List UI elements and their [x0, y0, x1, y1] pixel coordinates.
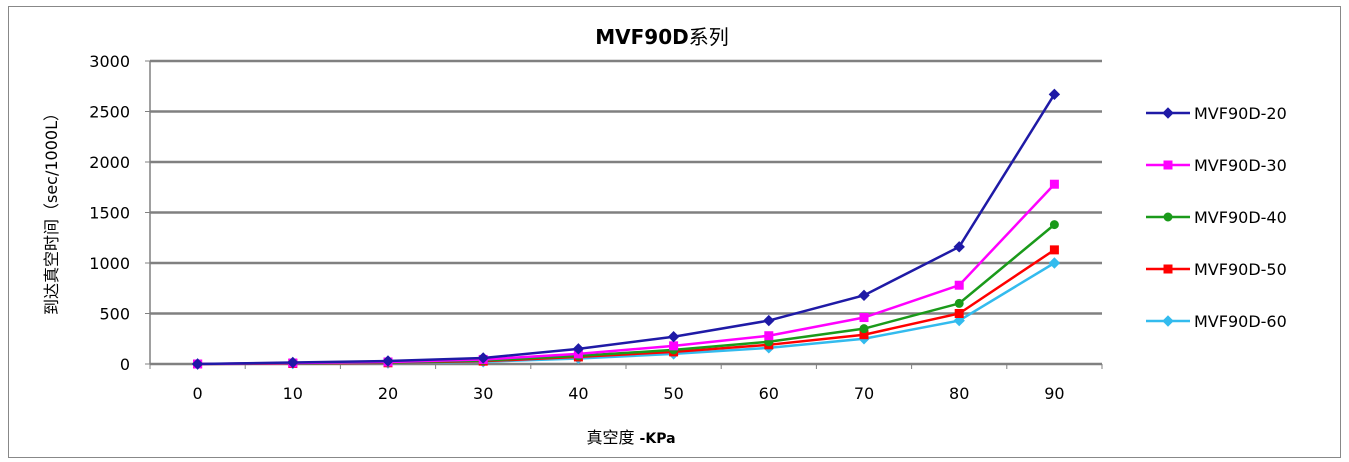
y-tick-labels: 0 500 1000 1500 2000 2500 3000 — [89, 52, 130, 374]
x-tick-label: 90 — [1044, 384, 1064, 403]
legend-label: MVF90D-20 — [1194, 104, 1287, 123]
chart-frame — [8, 6, 1341, 458]
data-point — [1048, 88, 1061, 101]
data-point — [859, 324, 869, 334]
data-point — [1049, 220, 1059, 230]
y-tick-label: 1000 — [89, 254, 130, 273]
data-point — [858, 289, 870, 302]
legend-item: MVF90D-60 — [1146, 312, 1287, 331]
legend-marker — [1163, 160, 1173, 170]
data-point — [954, 309, 964, 318]
y-tick-label: 2500 — [89, 103, 130, 122]
legend-item: MVF90D-50 — [1146, 260, 1287, 279]
legend-marker — [1163, 264, 1173, 274]
legend-label: MVF90D-40 — [1194, 208, 1287, 227]
x-axis-label-cjk: 真空度 — [586, 428, 639, 447]
y-tick-label: 1500 — [89, 204, 130, 223]
series-MVF90D-30 — [193, 179, 1059, 369]
data-point — [953, 241, 965, 253]
legend-item: MVF90D-20 — [1146, 104, 1287, 123]
data-point — [764, 331, 774, 341]
legend-marker — [1163, 212, 1173, 222]
data-point — [572, 343, 585, 355]
x-tick-label: 40 — [568, 384, 588, 403]
data-point — [954, 280, 964, 290]
x-tick-label: 50 — [663, 384, 683, 403]
legend-label: MVF90D-50 — [1194, 260, 1287, 279]
data-point — [287, 356, 299, 369]
chart-title-latin: MVF90D — [595, 25, 688, 49]
x-tick-label: 10 — [283, 384, 303, 403]
y-tick-label: 3000 — [89, 52, 130, 71]
x-tick-label: 30 — [473, 384, 493, 403]
x-axis-label: 真空度 -KPa — [586, 428, 675, 447]
series-group — [191, 88, 1061, 370]
data-point — [191, 358, 204, 370]
legend-marker — [1162, 315, 1174, 327]
series-MVF90D-20 — [191, 88, 1061, 370]
data-point — [667, 331, 680, 343]
data-point — [477, 352, 489, 364]
data-point — [953, 314, 965, 327]
y-tick-label: 0 — [120, 355, 130, 374]
y-tick-label: 2000 — [89, 153, 130, 172]
x-tick-label: 20 — [378, 384, 398, 403]
x-tick-label: 0 — [193, 384, 203, 403]
chart-title: MVF90D系列 — [595, 25, 728, 49]
data-point — [669, 341, 679, 351]
legend-marker — [1162, 107, 1174, 119]
x-tick-label: 70 — [854, 384, 874, 403]
data-point — [1048, 257, 1061, 269]
legend-label: MVF90D-30 — [1194, 156, 1287, 175]
chart-title-cjk: 系列 — [689, 25, 729, 49]
data-point — [859, 313, 869, 323]
y-tick-label: 500 — [99, 305, 130, 324]
x-tick-label: 80 — [949, 384, 969, 403]
y-axis-label: 到达真空时间（sec/1000L） — [42, 105, 61, 315]
legend-item: MVF90D-40 — [1146, 208, 1287, 227]
x-tick-label: 60 — [759, 384, 779, 403]
x-tick-labels: 0 10 20 30 40 50 60 70 80 90 — [193, 384, 1065, 403]
series-line — [197, 93, 1056, 366]
data-point — [382, 355, 394, 367]
data-point — [763, 314, 775, 327]
series-line — [197, 248, 1056, 366]
legend: MVF90D-20 MVF90D-30 MVF90D-40 MVF90D-50 MVF9… — [1146, 104, 1287, 331]
legend-item: MVF90D-30 — [1146, 156, 1287, 175]
series-line — [197, 183, 1056, 366]
legend-label: MVF90D-60 — [1194, 312, 1287, 331]
data-point — [1049, 179, 1059, 189]
x-axis-label-unit: -KPa — [640, 431, 676, 447]
data-point — [954, 298, 964, 308]
data-point — [1049, 245, 1059, 255]
